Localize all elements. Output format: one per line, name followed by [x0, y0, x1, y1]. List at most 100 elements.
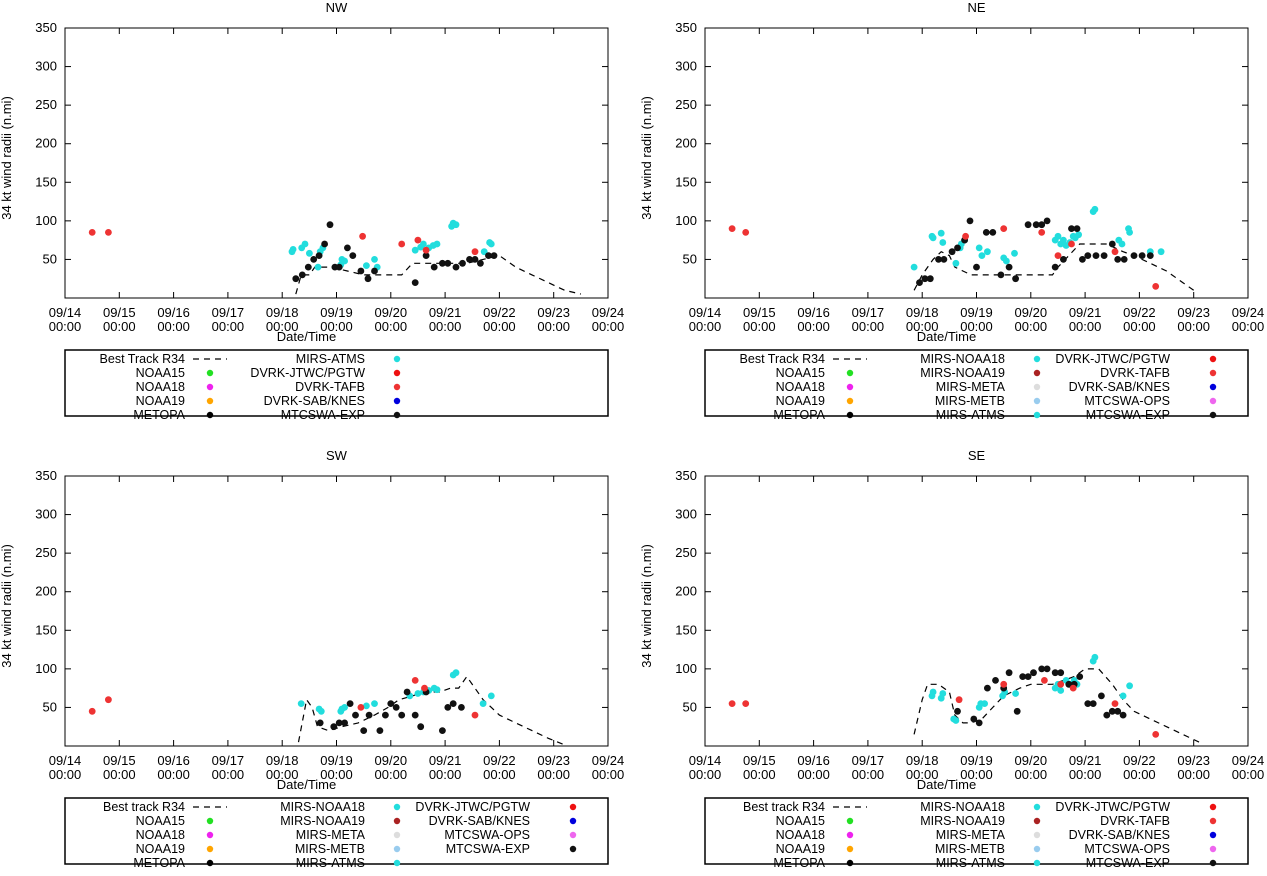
y-tick-label: 100 [675, 213, 697, 228]
data-point [975, 244, 983, 252]
legend-box [64, 797, 609, 865]
x-tick-label-time: 00:00 [1177, 767, 1210, 782]
x-tick-label-time: 00:00 [157, 319, 190, 334]
y-tick-label: 200 [35, 136, 57, 151]
panel-title: SE [968, 448, 986, 463]
data-point [1098, 692, 1105, 700]
data-point [1092, 252, 1100, 259]
legend-dot-marker [206, 369, 214, 377]
data-point [1126, 229, 1133, 236]
data-point [1032, 221, 1040, 229]
data-point [411, 711, 419, 719]
x-tick-label-time: 00:00 [483, 319, 516, 334]
x-tick-label-time: 00:00 [212, 319, 245, 334]
legend-dot-marker [206, 383, 214, 391]
data-point [1152, 731, 1160, 738]
legend-dot-marker [1209, 397, 1217, 405]
panel-nw: NW3503002502001501005009/1400:0009/1500:… [0, 0, 624, 422]
data-point [422, 246, 430, 254]
data-point [1024, 673, 1032, 680]
data-point [1079, 256, 1086, 263]
data-point [1043, 217, 1051, 225]
legend-label: DVRK-JTWC/PGTW [1055, 352, 1170, 366]
data-point [360, 727, 368, 734]
legend-label: MIRS-NOAA18 [920, 352, 1005, 366]
x-tick-label-date: 09/24 [592, 305, 625, 320]
data-point [929, 234, 937, 242]
data-point [954, 707, 961, 715]
x-tick-label-date: 09/14 [49, 305, 82, 320]
series-mirs-atms [297, 669, 495, 715]
data-point [916, 279, 923, 286]
y-tick-label: 250 [35, 97, 57, 112]
y-axis-label: 34 kt wind radii (n.mi) [639, 544, 654, 668]
x-tick-label-time: 00:00 [49, 767, 82, 782]
data-point [449, 700, 457, 707]
legend-label: Best track R34 [743, 800, 825, 814]
x-tick-label-date: 09/16 [797, 753, 830, 768]
data-point [403, 688, 411, 696]
x-tick-label-date: 09/21 [1069, 305, 1102, 320]
data-point [1054, 252, 1062, 259]
data-point [1091, 205, 1099, 213]
legend-label: MIRS-ATMS [936, 856, 1005, 870]
legend-label: NOAA18 [776, 380, 825, 394]
panel-sw: SW3503002502001501005009/1400:0009/1500:… [0, 448, 624, 870]
y-tick-label: 200 [675, 136, 697, 151]
x-tick-label-date: 09/15 [103, 305, 136, 320]
x-tick-label-time: 00:00 [103, 319, 136, 334]
data-point [1130, 252, 1138, 259]
data-point [955, 696, 963, 704]
data-point [363, 262, 370, 269]
legend-label: MIRS-ATMS [296, 856, 365, 870]
x-tick-label-time: 00:00 [1123, 767, 1156, 782]
x-tick-label-time: 00:00 [537, 319, 570, 334]
x-tick-label-time: 00:00 [743, 767, 776, 782]
x-tick-label-date: 09/20 [1015, 305, 1048, 320]
x-tick-label-date: 09/15 [743, 753, 776, 768]
x-tick-label-date: 09/24 [1232, 305, 1265, 320]
series-metopa-mtcswa-exp [316, 688, 465, 734]
panel-ne: NE3503002502001501005009/1400:0009/1500:… [639, 0, 1264, 422]
legend-dot-marker [393, 355, 401, 363]
y-tick-label: 200 [675, 584, 697, 599]
legend-dot-marker [206, 859, 214, 867]
legend-dot-marker [569, 803, 577, 811]
data-point [1057, 669, 1065, 677]
data-point [1011, 249, 1018, 257]
legend-label: NOAA19 [136, 394, 185, 408]
legend-label: MIRS-METB [935, 842, 1005, 856]
data-point [105, 229, 112, 236]
x-tick-label-date: 09/22 [1123, 305, 1156, 320]
plot-frame [704, 27, 1249, 299]
x-tick-label-time: 00:00 [1232, 319, 1265, 334]
data-point [371, 256, 378, 263]
y-tick-label: 250 [675, 545, 697, 560]
y-tick-label: 350 [35, 468, 57, 483]
x-tick-label-date: 09/23 [1177, 753, 1210, 768]
data-point [306, 249, 313, 257]
data-point [1068, 225, 1075, 233]
data-point [742, 700, 750, 707]
data-point [371, 700, 378, 707]
data-point [466, 256, 473, 263]
x-tick-label-time: 00:00 [1069, 319, 1102, 334]
x-tick-label-date: 09/15 [103, 753, 136, 768]
legend-dot-marker [393, 817, 401, 825]
data-point [1111, 248, 1119, 256]
data-point [935, 256, 942, 263]
data-point [359, 232, 366, 240]
data-point [344, 244, 351, 252]
legend-dot-marker [846, 369, 854, 377]
data-point [1043, 665, 1051, 673]
x-tick-label-date: 09/24 [592, 753, 625, 768]
x-tick-label-time: 00:00 [537, 767, 570, 782]
y-tick-label: 50 [43, 251, 57, 266]
legend-dot-marker [1033, 397, 1041, 405]
data-point [292, 275, 300, 283]
data-point [992, 677, 999, 684]
data-point [398, 711, 406, 719]
legend-dot-marker [393, 383, 401, 391]
data-point [937, 229, 945, 237]
